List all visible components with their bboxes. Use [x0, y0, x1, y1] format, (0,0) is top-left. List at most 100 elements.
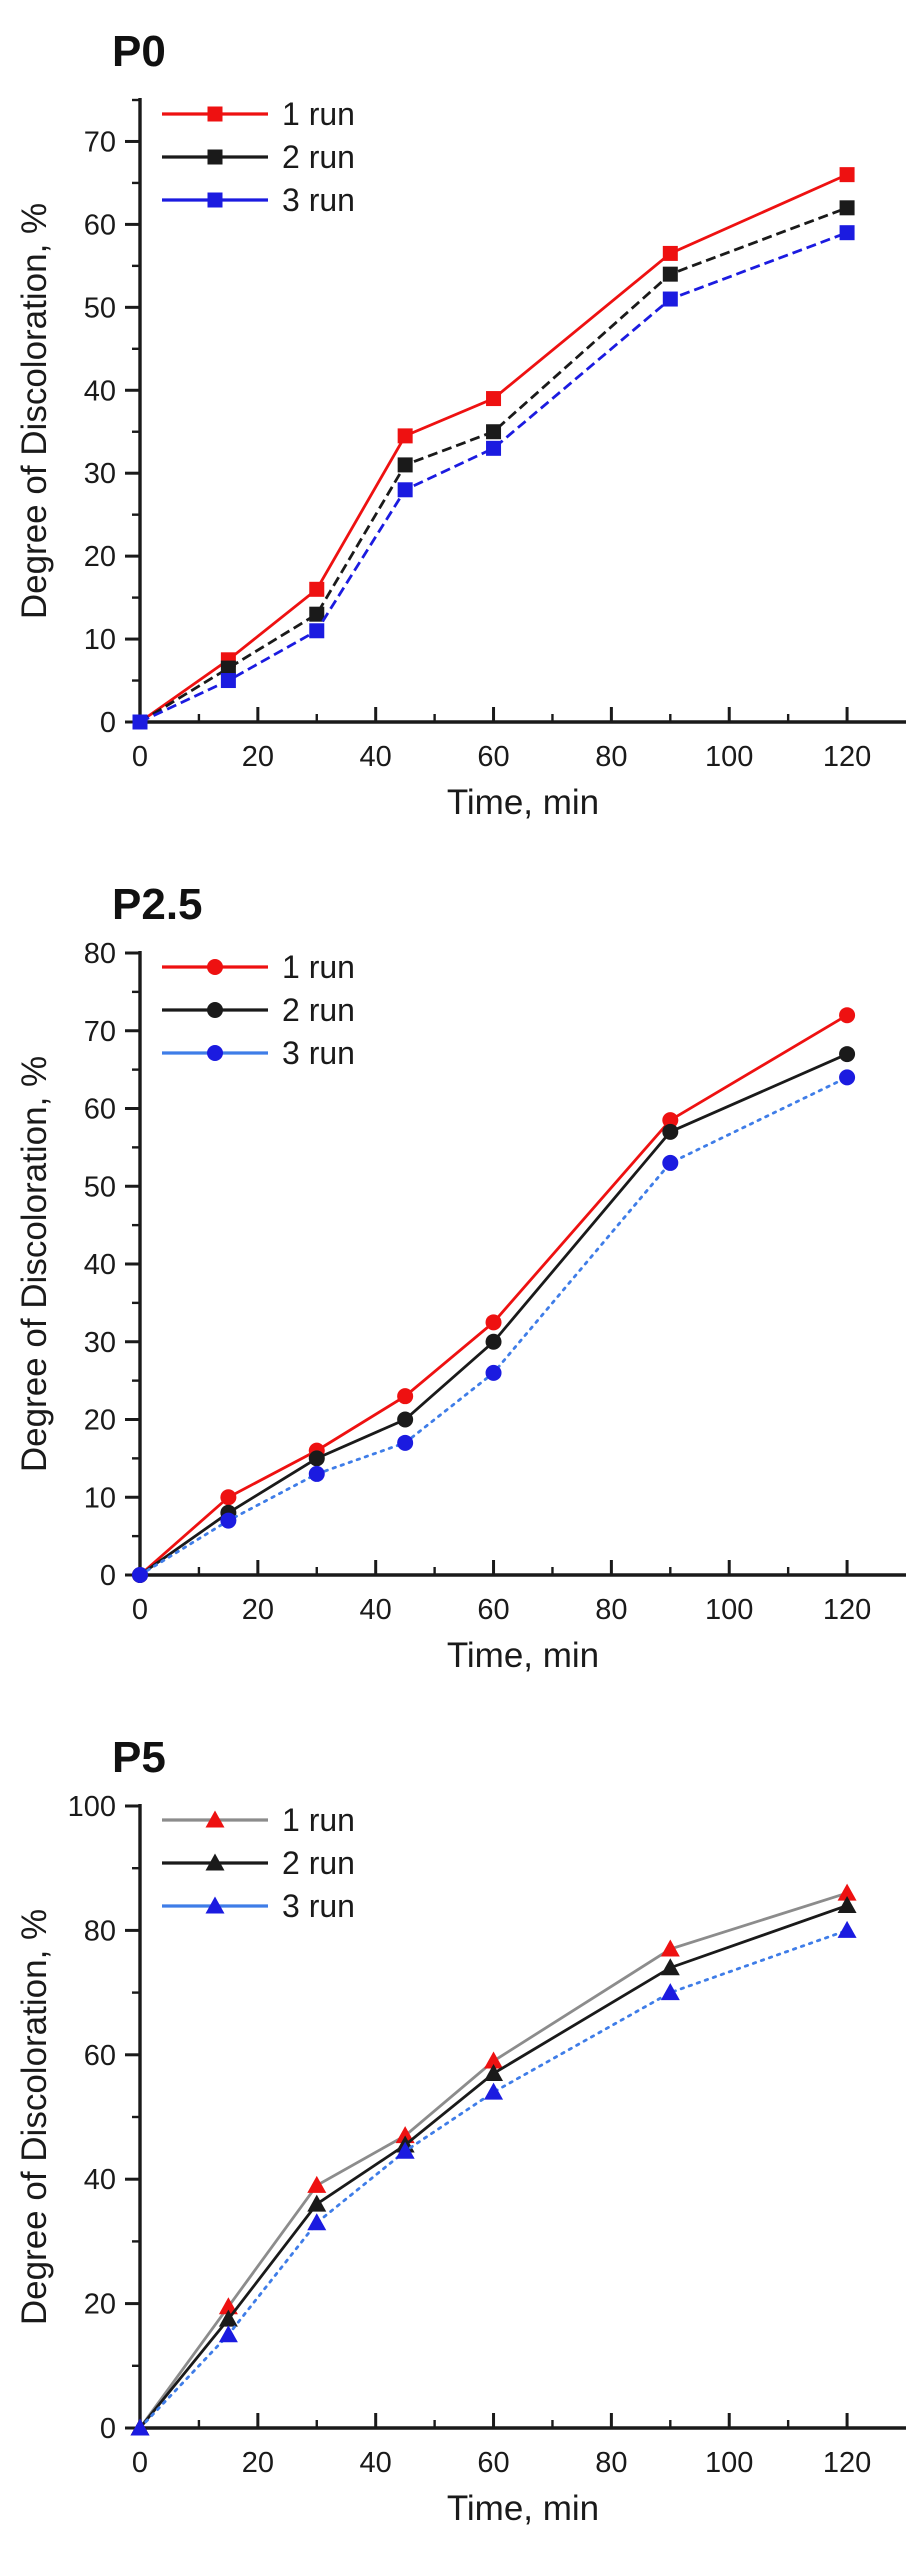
legend-label: 1 run — [282, 949, 355, 985]
x-axis-title: Time, min — [447, 783, 599, 822]
x-tick-label: 40 — [360, 741, 392, 773]
series-1-marker — [218, 2309, 238, 2327]
x-tick-label: 20 — [242, 741, 274, 773]
chart-title: P5 — [112, 1733, 166, 1782]
legend-swatch-marker — [207, 1045, 223, 1061]
series-1-marker — [662, 266, 678, 282]
series-0-marker — [839, 167, 855, 183]
series-2-marker — [220, 1512, 237, 1529]
chart-p2-5-svg: 0 20 40 60 80 100 120 0 10 20 30 40 50 60 70 80 Time, mi… — [15, 880, 906, 1675]
series-0-marker — [486, 391, 502, 407]
legend-label: 2 run — [282, 992, 355, 1028]
legend-label: 2 run — [282, 1845, 355, 1881]
y-tick-label: 50 — [84, 1171, 116, 1203]
chart-p0-svg: 0 20 40 60 80 100 120 0 10 20 30 40 50 60 70 Time, min D… — [15, 27, 906, 822]
x-tick-label: 120 — [823, 741, 871, 773]
x-tick-label: 0 — [132, 1594, 148, 1626]
series-line-2 — [139, 231, 848, 724]
y-tick-label: 10 — [84, 624, 116, 656]
y-tick-label: 100 — [68, 1791, 116, 1823]
y-tick-label: 20 — [84, 2289, 116, 2321]
series-0-marker — [397, 428, 413, 444]
series-2-marker — [308, 1465, 325, 1482]
series-line-0 — [139, 1013, 848, 1577]
series-2-marker — [662, 291, 678, 307]
y-tick-label: 0 — [100, 2413, 116, 2445]
series-2-marker — [130, 2418, 150, 2436]
series-2-marker — [839, 1069, 856, 1086]
legend-swatch-marker — [207, 1002, 223, 1018]
series-2-marker — [839, 225, 855, 241]
y-axis-title: Degree of Discoloration, % — [15, 203, 54, 619]
series-2-marker — [309, 623, 325, 639]
series-2-marker — [395, 2141, 415, 2159]
y-tick-label: 30 — [84, 1327, 116, 1359]
legend-label: 3 run — [282, 1035, 355, 1071]
series-1-marker — [837, 1896, 857, 1914]
y-tick-label: 80 — [84, 938, 116, 970]
series-1-marker — [839, 1046, 856, 1063]
legend-swatch-marker — [207, 959, 223, 975]
series-1-marker — [397, 1411, 414, 1428]
y-tick-label: 20 — [84, 1405, 116, 1437]
y-tick-label: 80 — [84, 1915, 116, 1947]
legend-swatch-marker — [207, 192, 223, 208]
chart-p5-svg: 0 20 40 60 80 100 120 0 20 40 60 80 100 Time, min Degr… — [15, 1733, 906, 2528]
x-tick-label: 60 — [477, 741, 509, 773]
series-2-marker — [307, 2213, 327, 2231]
series-2-marker — [660, 1983, 680, 2001]
series-0-marker — [484, 2051, 504, 2069]
series-0-marker — [307, 2175, 327, 2193]
chart-p2-5: 0 20 40 60 80 100 120 0 10 20 30 40 50 60 70 80 Time, mi… — [0, 853, 918, 1706]
legend-swatch-marker — [205, 1853, 225, 1871]
series-2-marker — [486, 440, 502, 456]
chart-p5: 0 20 40 60 80 100 120 0 20 40 60 80 100 Time, min Degr… — [0, 1706, 918, 2560]
y-tick-label: 60 — [84, 1094, 116, 1126]
x-axis-title: Time, min — [447, 1636, 599, 1675]
x-tick-label: 60 — [477, 1594, 509, 1626]
y-tick-label: 30 — [84, 458, 116, 490]
series-2-marker — [132, 1567, 148, 1583]
legend-swatch-marker — [207, 106, 223, 122]
y-tick-label: 40 — [84, 2164, 116, 2196]
series-line-1 — [138, 1904, 848, 2429]
series-2-marker — [132, 714, 148, 730]
x-tick-label: 120 — [823, 1594, 871, 1626]
x-tick-label: 0 — [132, 2447, 148, 2479]
y-tick-label: 40 — [84, 375, 116, 407]
series-1-marker — [220, 660, 236, 676]
chart-p0: 0 20 40 60 80 100 120 0 10 20 30 40 50 60 70 Time, min D… — [0, 0, 918, 853]
y-tick-label: 60 — [84, 2040, 116, 2072]
x-tick-label: 40 — [360, 2447, 392, 2479]
series-1-marker — [307, 2194, 327, 2212]
x-tick-label: 100 — [705, 741, 753, 773]
series-0-marker — [660, 1939, 680, 1957]
series-0-marker — [837, 1883, 857, 1901]
series-1-marker — [660, 1958, 680, 1976]
legend-label: 3 run — [282, 182, 355, 218]
x-tick-label: 20 — [242, 2447, 274, 2479]
legend-swatch-marker — [205, 1896, 225, 1914]
series-1-marker — [839, 200, 855, 216]
y-tick-label: 20 — [84, 541, 116, 573]
y-tick-label: 70 — [84, 126, 116, 158]
x-tick-label: 80 — [595, 2447, 627, 2479]
x-tick-label: 100 — [705, 1594, 753, 1626]
series-1-marker — [397, 457, 413, 473]
series-2-marker — [220, 673, 236, 689]
series-0-marker — [662, 1112, 679, 1129]
series-0-marker — [839, 1007, 856, 1024]
series-1-marker — [486, 424, 502, 440]
y-tick-label: 60 — [84, 209, 116, 241]
legend-label: 1 run — [282, 1802, 355, 1838]
series-0-marker — [218, 2297, 238, 2315]
x-tick-label: 40 — [360, 1594, 392, 1626]
series-2-marker — [218, 2325, 238, 2343]
series-2-marker — [484, 2082, 504, 2100]
x-tick-label: 120 — [823, 2447, 871, 2479]
y-tick-label: 70 — [84, 1016, 116, 1048]
series-0-marker — [662, 245, 678, 261]
y-tick-label: 0 — [100, 707, 116, 739]
series-1-marker — [662, 1123, 679, 1140]
